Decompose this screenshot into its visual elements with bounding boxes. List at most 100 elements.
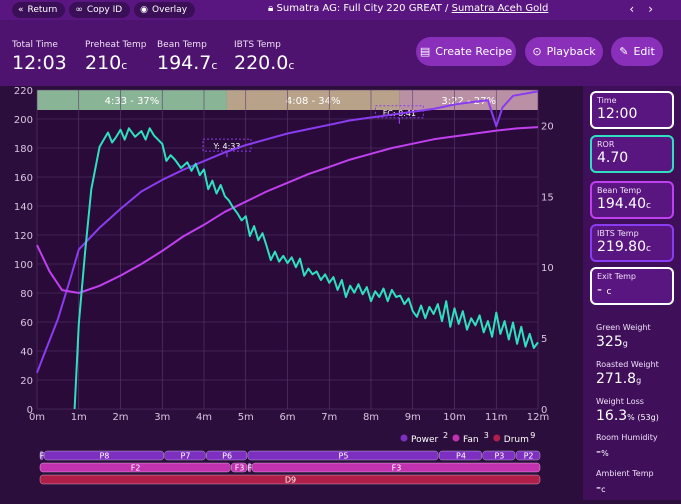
annotation-label: Y: 4:33 — [212, 142, 240, 151]
x-tick-label: 10m — [443, 412, 465, 423]
annotation-box — [374, 105, 424, 119]
x-tick-label: 4m — [196, 412, 212, 423]
lock-icon: 🔒︎ — [268, 3, 274, 14]
roasted-weight-value: 271.8g — [596, 371, 642, 387]
control-segment — [247, 450, 439, 461]
legend-count: 2 — [443, 431, 448, 440]
pencil-icon: ✎ — [619, 45, 629, 58]
x-tick-label: 5m — [238, 412, 254, 423]
return-label: Return — [27, 5, 58, 15]
control-segment-label: F3 — [235, 464, 245, 473]
ambient-temp-label: Ambient Temp — [596, 469, 654, 478]
green-weight-value: 325g — [596, 334, 628, 350]
bean-temp-card: Bean Temp 194.40c — [590, 181, 674, 219]
x-tick-label: 12m — [527, 412, 549, 423]
ambient-temp-value: -c — [596, 480, 606, 496]
top-toolbar: « Return ∞ Copy ID ◉ Overlay 🔒︎ Sumatra … — [0, 0, 681, 20]
ibts-temp-stat: IBTS Temp 220.0c — [234, 40, 294, 74]
legend-label: Power — [411, 435, 439, 445]
control-segment-label: F — [248, 464, 253, 473]
control-segment-label: P2 — [524, 452, 534, 461]
roast-chart-panel: 4:33 - 37% 4:08 - 34% 3:22 - 27% 0 20 40 60 80 1… — [0, 86, 583, 500]
bean-temp-value: 194.7c — [157, 52, 218, 74]
ibts-temp-card-label: IBTS Temp — [597, 229, 639, 238]
time-card-value: 12:00 — [597, 106, 638, 122]
legend-count: 9 — [530, 431, 535, 440]
return-button[interactable]: « Return — [12, 2, 66, 18]
room-humidity-label: Room Humidity — [596, 433, 658, 442]
control-segment-label: P5 — [339, 452, 349, 461]
preheat-temp-value: 210c — [85, 52, 128, 74]
chevron-right-icon[interactable]: › — [648, 2, 667, 16]
control-segment-label: F3 — [392, 464, 402, 473]
x-tick-label: 11m — [485, 412, 507, 423]
control-segment — [39, 462, 231, 473]
create-recipe-button[interactable]: ▤ Create Recipe — [416, 37, 516, 66]
time-card: Time 12:00 — [590, 91, 674, 129]
ibts-temp-card: IBTS Temp 219.80c — [590, 224, 674, 262]
control-segment-label: P7 — [181, 452, 191, 461]
total-time-value: 12:03 — [12, 52, 67, 74]
copy-id-button[interactable]: ∞ Copy ID — [69, 2, 131, 18]
ibts-temp-label: IBTS Temp — [234, 40, 281, 50]
nav-arrows: ‹› — [629, 2, 667, 16]
y-tick-label: 0 — [27, 405, 33, 416]
total-time-stat: Total Time 12:03 — [12, 40, 67, 74]
y-right-tick-label: 15 — [541, 192, 554, 203]
y-tick-label: 200 — [14, 115, 33, 126]
control-segment — [438, 450, 482, 461]
y-right-tick-label: 0 — [541, 405, 547, 416]
room-humidity-value: -% — [596, 444, 609, 460]
weight-loss-label: Weight Loss — [596, 397, 644, 406]
control-segment-label: P8 — [99, 452, 109, 461]
ambient-temp-stat: Ambient Temp -c — [596, 469, 654, 496]
phase-band — [37, 90, 227, 110]
roasted-weight-stat: Roasted Weight 271.8g — [596, 360, 659, 387]
chevron-left-icon[interactable]: ‹ — [629, 2, 649, 16]
y-tick-label: 80 — [20, 289, 33, 300]
overlay-label: Overlay — [152, 5, 188, 15]
y-tick-label: 220 — [14, 86, 33, 97]
overlay-button[interactable]: ◉ Overlay — [134, 2, 196, 18]
exit-temp-card: Exit Temp - c — [590, 267, 674, 305]
copy-id-label: Copy ID — [86, 5, 123, 15]
playback-button[interactable]: ⊙ Playback — [525, 37, 603, 66]
ror-card-value: 4.70 — [597, 150, 629, 166]
bean-temp-label: Bean Temp — [157, 40, 207, 50]
time-card-label: Time — [597, 96, 617, 105]
recipe-icon: ▤ — [419, 45, 431, 58]
y-tick-label: 60 — [20, 318, 33, 329]
playback-label: Playback — [546, 45, 596, 58]
series-line-bean-temp — [36, 126, 539, 294]
x-tick-label: 3m — [154, 412, 170, 423]
bean-temp-card-value: 194.40c — [597, 196, 651, 212]
y-tick-label: 140 — [14, 202, 33, 213]
green-weight-stat: Green Weight 325g — [596, 323, 651, 350]
control-segment — [39, 450, 44, 461]
control-segment — [39, 474, 541, 485]
legend-label: Fan — [463, 435, 479, 445]
control-segment-label: P6 — [222, 452, 232, 461]
phase-label: 3:22 - 27% — [441, 96, 496, 107]
x-tick-label: 0m — [29, 412, 45, 423]
phase-label: 4:33 - 37% — [105, 96, 160, 107]
exit-temp-card-value: - c — [597, 282, 612, 298]
readout-sidebar: Time 12:00 ROR 4.70 Bean Temp 194.40c IB… — [583, 86, 681, 500]
control-segment — [206, 450, 248, 461]
weight-loss-stat: Weight Loss 16.3% (53g) — [596, 397, 659, 424]
link-icon: ∞ — [75, 5, 83, 15]
preheat-temp-stat: Preheat Temp 210c — [85, 40, 146, 74]
x-tick-label: 8m — [363, 412, 379, 423]
bean-link[interactable]: Sumatra Aceh Gold — [451, 3, 549, 14]
bean-temp-card-label: Bean Temp — [597, 186, 642, 195]
control-segment — [247, 462, 252, 473]
legend-dot — [493, 434, 501, 442]
x-tick-label: 1m — [71, 412, 87, 423]
roast-chart[interactable]: 4:33 - 37% 4:08 - 34% 3:22 - 27%0204060801… — [0, 86, 583, 500]
phase-band — [226, 90, 400, 110]
y-right-tick-label: 10 — [541, 263, 554, 274]
double-chevron-left-icon: « — [18, 5, 24, 15]
edit-button[interactable]: ✎ Edit — [611, 37, 663, 66]
room-humidity-stat: Room Humidity -% — [596, 433, 658, 460]
control-segment-label: F — [40, 452, 45, 461]
